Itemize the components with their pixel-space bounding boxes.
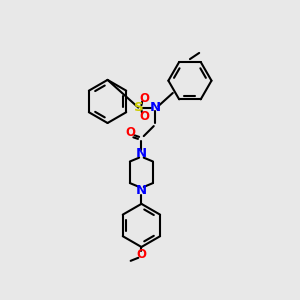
Text: O: O [140,110,149,123]
Text: O: O [136,248,146,261]
Text: N: N [150,101,161,114]
Text: O: O [126,126,136,139]
Text: N: N [136,184,147,197]
Text: N: N [136,147,147,160]
Text: S: S [134,101,143,114]
Text: O: O [140,92,149,105]
